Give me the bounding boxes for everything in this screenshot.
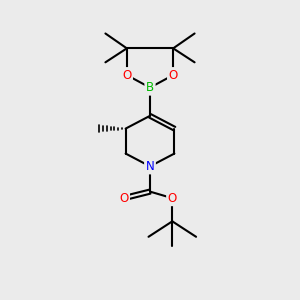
Text: O: O [119,192,128,205]
Text: O: O [122,69,131,82]
Text: B: B [146,81,154,94]
Text: N: N [146,160,154,173]
Text: O: O [169,69,178,82]
Text: O: O [168,192,177,205]
